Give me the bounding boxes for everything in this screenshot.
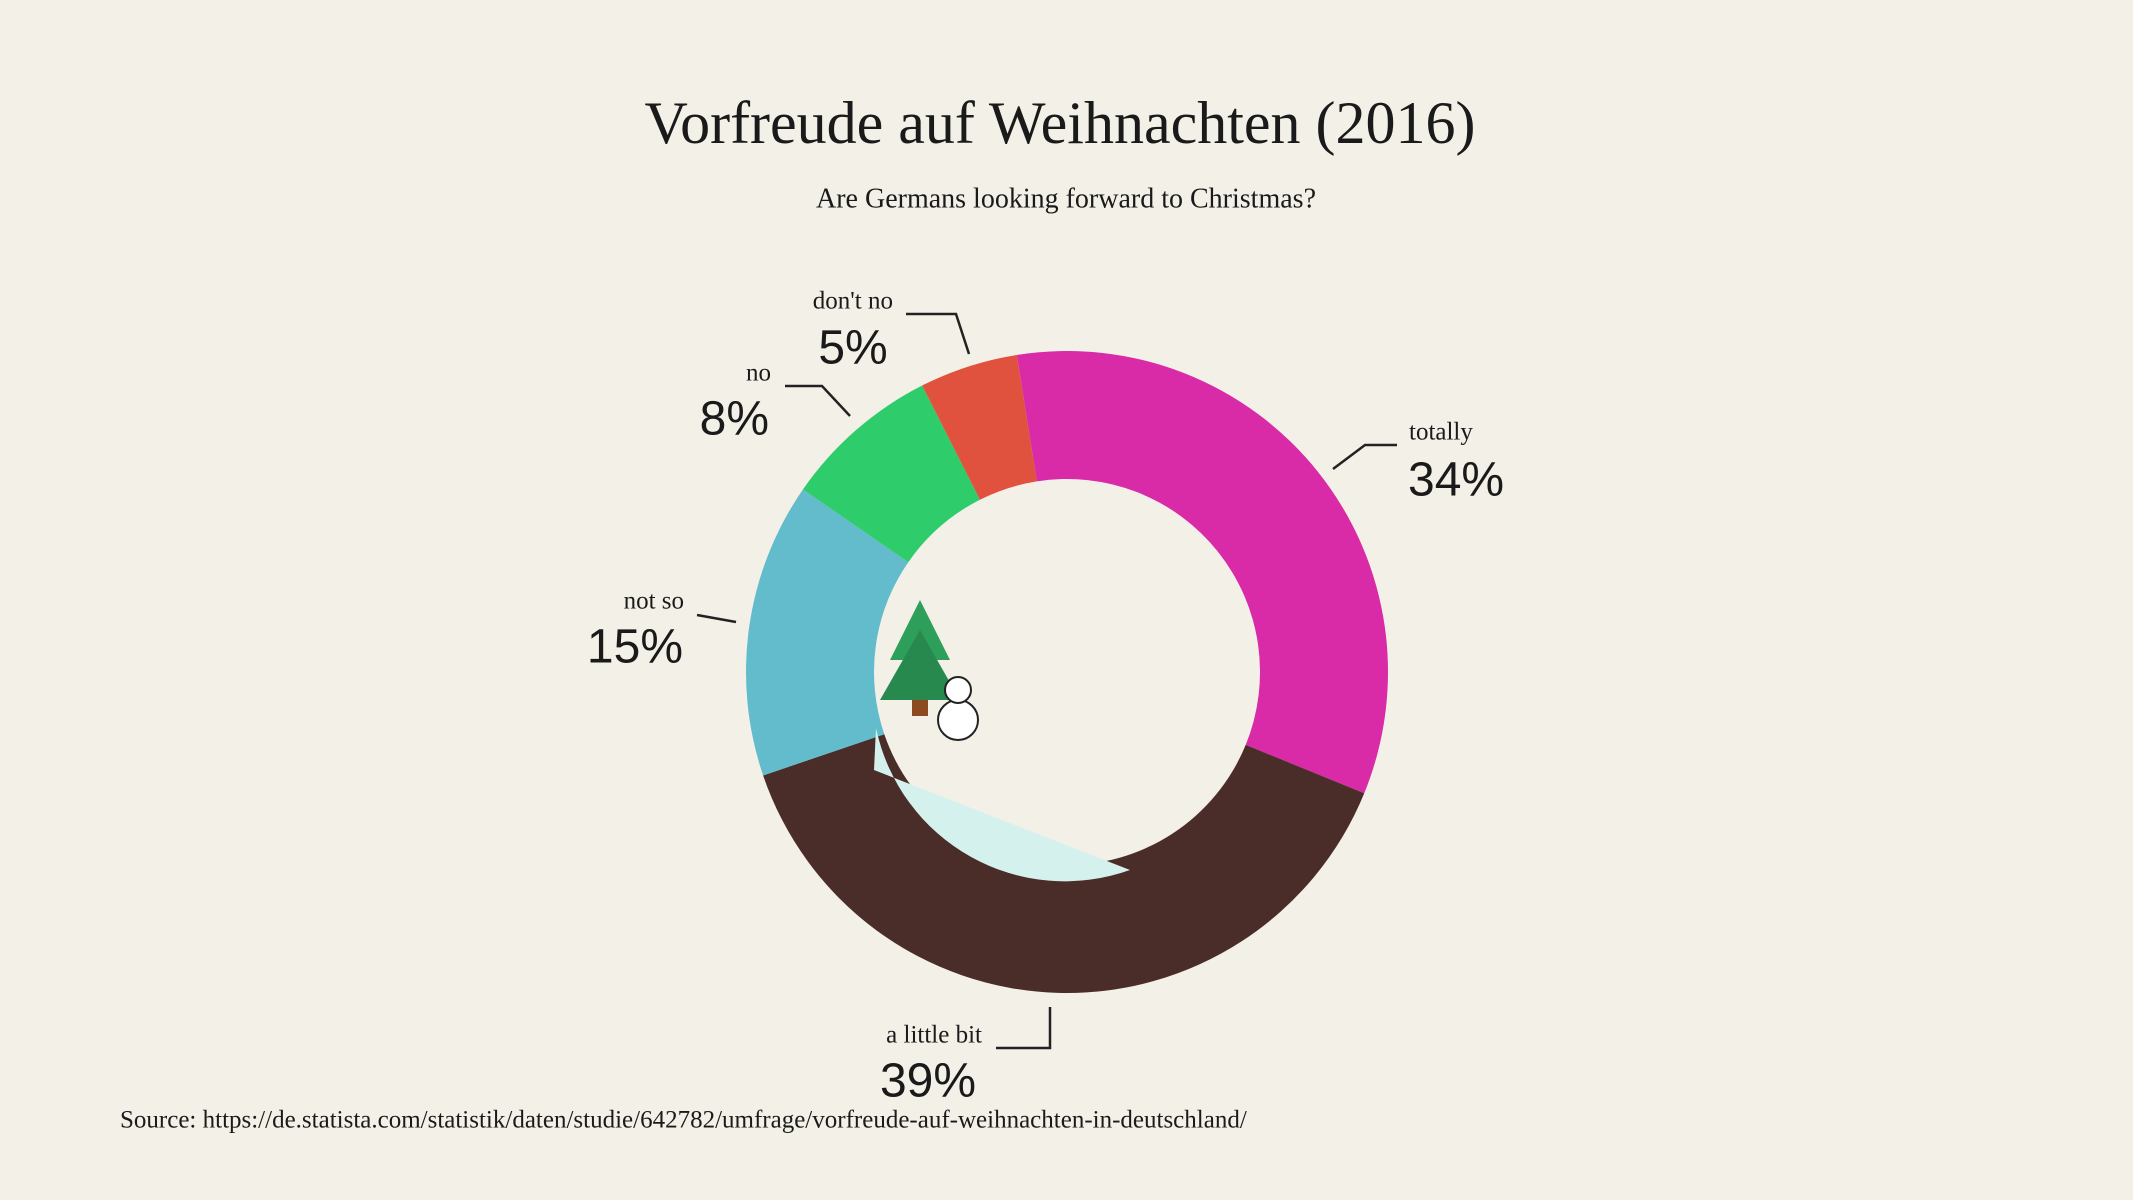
value-label: 15%: [587, 621, 683, 674]
decoration: [874, 600, 1130, 882]
value-label: 39%: [880, 1055, 976, 1108]
leader-line: [1332, 443, 1397, 470]
source: Source: https://de.statista.com/statisti…: [120, 1107, 1247, 1134]
tree: [880, 630, 960, 700]
leader-line: [996, 1007, 1052, 1050]
category-label: not so: [624, 588, 684, 615]
snowman: [944, 676, 972, 704]
value-label: 8%: [700, 393, 769, 446]
chart-subtitle: Are Germans looking forward to Christmas…: [816, 183, 1316, 214]
leader-line: [906, 312, 971, 355]
snow-hill: [874, 728, 1130, 882]
snowman: [937, 699, 979, 741]
value-label: 34%: [1408, 454, 1504, 507]
category-label: don't no: [813, 288, 893, 315]
tree-trunk: [912, 700, 928, 716]
category-label: a little bit: [886, 1022, 982, 1049]
leader-line: [696, 613, 737, 624]
donut-segment: [802, 385, 980, 563]
donut-segment: [1016, 351, 1388, 794]
value-label: 5%: [818, 322, 887, 375]
category-label: no: [746, 360, 771, 387]
leader-line: [785, 384, 851, 417]
donut-segment: [922, 354, 1037, 500]
category-label: totally: [1409, 419, 1473, 446]
donut-segment: [746, 489, 909, 776]
chart-title: Vorfreude auf Weihnachten (2016): [645, 90, 1476, 156]
